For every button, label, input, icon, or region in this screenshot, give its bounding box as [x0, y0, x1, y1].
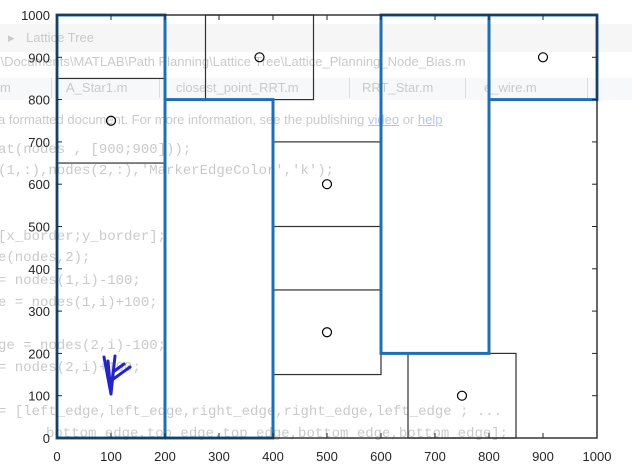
border-box [487, 13, 599, 102]
x-tick-label: 800 [478, 449, 500, 464]
y-tick-label: 900 [28, 50, 50, 65]
x-tick-label: 0 [53, 449, 60, 464]
x-tick-label: 200 [154, 449, 176, 464]
y-tick-label: 100 [28, 389, 50, 404]
y-tick-label: 200 [28, 346, 50, 361]
x-tick-label: 500 [316, 449, 338, 464]
node-marker [321, 179, 333, 190]
x-tick-label: 700 [424, 449, 446, 464]
node-marker [105, 115, 117, 126]
border-box [163, 98, 275, 440]
border-box [379, 13, 491, 355]
node-box [204, 14, 315, 101]
x-tick-label: 600 [370, 449, 392, 464]
y-tick-label: 700 [28, 135, 50, 150]
y-tick-label: 500 [28, 220, 50, 235]
node-marker [456, 390, 468, 401]
y-tick-label: 600 [28, 177, 50, 192]
y-tick-label: 1000 [21, 8, 50, 23]
x-tick-label: 300 [208, 449, 230, 464]
node-box [488, 14, 598, 101]
node-marker [321, 327, 333, 338]
x-tick-label: 100 [100, 449, 122, 464]
node-box [272, 289, 382, 376]
pen-annotation [102, 354, 132, 396]
y-tick-label: 0 [43, 431, 50, 446]
y-tick-label: 300 [28, 304, 50, 319]
x-tick-label: 1000 [583, 449, 612, 464]
node-box [407, 352, 517, 439]
node-marker [537, 52, 549, 63]
node-box [56, 77, 166, 164]
y-tick-label: 400 [28, 262, 50, 277]
node-marker [254, 52, 265, 63]
x-tick-label: 400 [262, 449, 284, 464]
node-box [272, 141, 382, 228]
x-tick-label: 900 [532, 449, 554, 464]
y-tick-label: 800 [28, 93, 50, 108]
